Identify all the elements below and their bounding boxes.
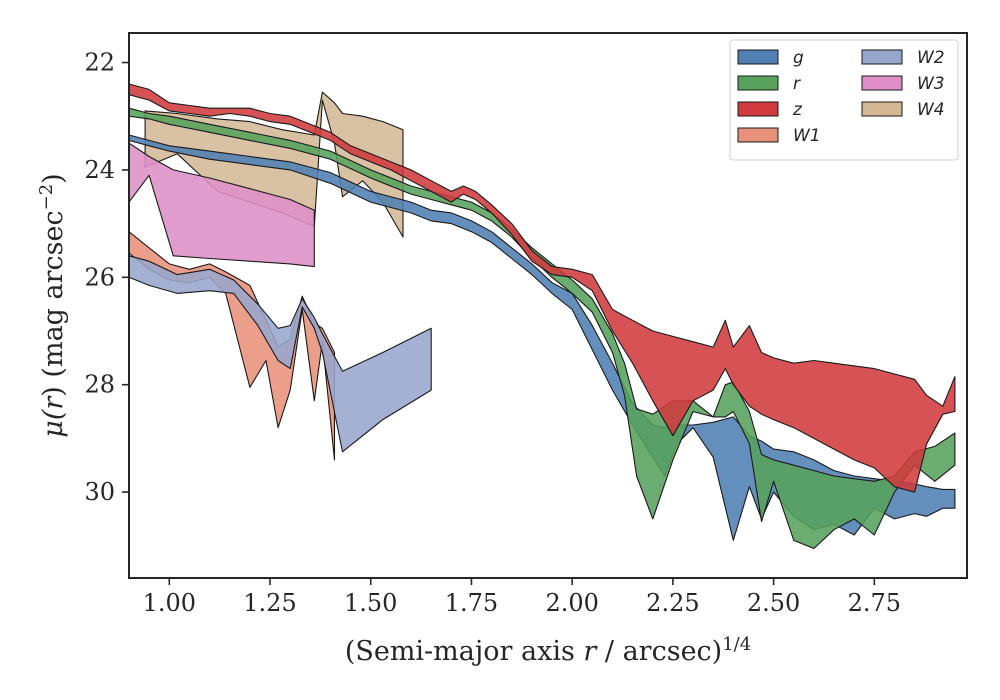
y-tick-label: 26 (84, 263, 115, 291)
y-axis-label: μ(r) (mag arcsec−2) (36, 173, 70, 437)
x-tick-label: 1.75 (445, 589, 498, 617)
legend-swatch-z (737, 101, 779, 117)
legend-label-z: z (792, 100, 803, 120)
legend-swatch-W3 (861, 75, 903, 91)
band-layer (128, 83, 956, 550)
legend-label-r: r (793, 74, 801, 94)
legend-swatch-r (737, 75, 779, 91)
legend: grz W1 W2 W3 W4 (729, 39, 959, 161)
y-tick-label: 28 (84, 371, 115, 399)
legend-swatch-W2 (861, 49, 903, 65)
x-tick-label: 1.25 (243, 589, 296, 617)
y-tick-label: 22 (84, 49, 115, 77)
x-axis-ticks: 1.00 1.25 1.50 1.75 2.00 2.25 2.50 2.75 (143, 578, 901, 617)
legend-label-W1: W1 (793, 126, 821, 146)
x-tick-label: 1.00 (143, 589, 196, 617)
x-tick-label: 2.50 (747, 589, 800, 617)
x-axis-label: (Semi-major axis r / arcsec)1/4 (345, 634, 751, 668)
y-axis-ticks: 22 24 26 28 30 (84, 49, 129, 506)
legend-swatch-W1 (737, 127, 779, 143)
x-tick-label: 1.50 (344, 589, 397, 617)
legend-label-W4: W4 (917, 100, 945, 120)
plot-frame (128, 32, 968, 579)
legend-label-W2: W2 (917, 48, 945, 68)
legend-label-g: g (793, 48, 804, 68)
x-tick-label: 2.00 (545, 589, 598, 617)
band-W3 (128, 142, 315, 268)
legend-box (729, 39, 959, 161)
legend-swatch-W4 (861, 101, 903, 117)
y-tick-label: 24 (84, 156, 115, 184)
x-tick-label: 2.25 (646, 589, 699, 617)
band-z (128, 83, 956, 493)
legend-label-W3: W3 (917, 74, 945, 94)
band-W2 (128, 255, 432, 453)
legend-swatch-g (737, 49, 779, 65)
x-tick-label: 2.75 (848, 589, 901, 617)
y-tick-label: 30 (84, 478, 115, 506)
